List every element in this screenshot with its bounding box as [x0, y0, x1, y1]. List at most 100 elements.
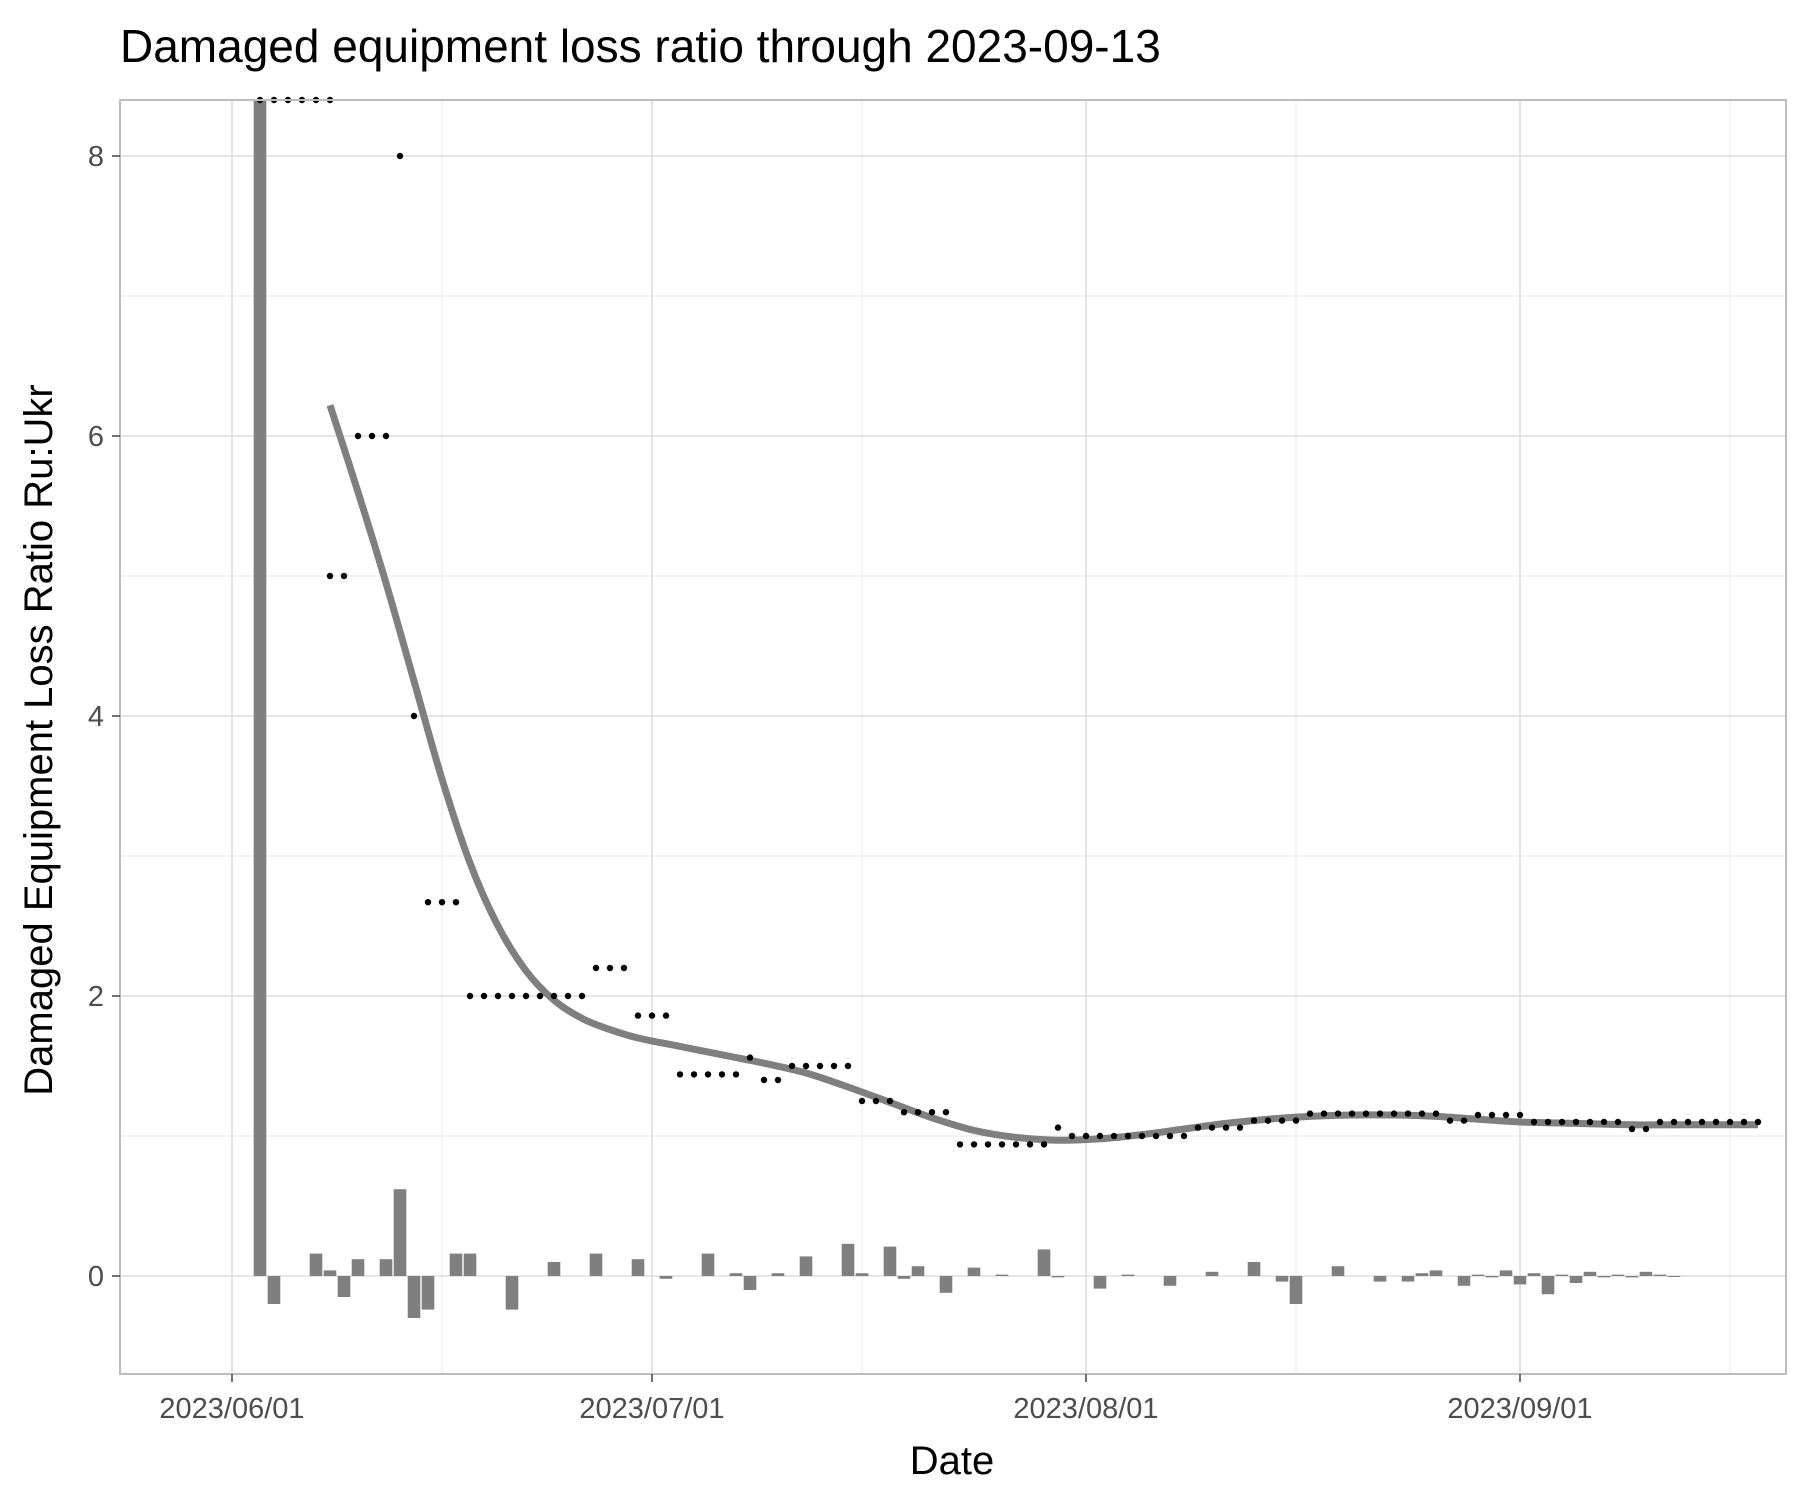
- ratio-point: [424, 899, 432, 906]
- difference-bar: [421, 1276, 435, 1310]
- x-axis-title: Date: [910, 1439, 995, 1483]
- difference-bar: [939, 1276, 953, 1293]
- ratio-point: [564, 992, 572, 1000]
- ratio-point: [802, 1062, 810, 1070]
- ratio-point: [970, 1141, 978, 1148]
- y-axis: 0 2 4 6 8: [88, 141, 120, 1293]
- difference-bar: [1429, 1270, 1443, 1276]
- ratio-point: [480, 992, 488, 1000]
- difference-bar: [449, 1253, 463, 1276]
- ratio-point: [1054, 1124, 1062, 1131]
- ratio-point: [1544, 1118, 1552, 1126]
- ratio-point: [1250, 1117, 1258, 1124]
- ratio-point: [956, 1141, 964, 1148]
- ratio-point: [1026, 1141, 1034, 1148]
- ratio-point: [984, 1141, 992, 1148]
- difference-bar: [771, 1273, 785, 1276]
- ratio-point: [1138, 1132, 1146, 1140]
- ratio-point: [1320, 1110, 1328, 1117]
- difference-bar: [267, 1276, 281, 1304]
- ratio-point: [1208, 1124, 1216, 1131]
- difference-bar: [659, 1276, 673, 1279]
- ratio-point: [1586, 1118, 1594, 1126]
- ratio-point: [508, 992, 516, 1000]
- ratio-point: [830, 1062, 838, 1070]
- ratio-point: [1278, 1117, 1286, 1124]
- difference-bar: [505, 1276, 519, 1310]
- ratio-point: [1404, 1110, 1412, 1117]
- difference-bar: [911, 1266, 925, 1276]
- difference-bar: [547, 1262, 561, 1276]
- ratio-point: [354, 432, 362, 440]
- difference-bar: [253, 100, 267, 1276]
- ratio-point: [774, 1076, 782, 1084]
- ratio-point: [1390, 1110, 1398, 1117]
- ratio-point: [340, 572, 348, 580]
- difference-bar: [841, 1243, 855, 1276]
- ratio-point: [1698, 1118, 1706, 1126]
- ratio-point: [690, 1071, 698, 1078]
- ratio-point: [1376, 1110, 1384, 1117]
- ratio-point: [886, 1097, 894, 1105]
- y-axis-title: Damaged Equipment Loss Ratio Ru:Ukr: [17, 384, 61, 1095]
- ratio-point: [998, 1141, 1006, 1148]
- difference-bar: [337, 1276, 351, 1297]
- ratio-point: [1516, 1111, 1524, 1119]
- ratio-point: [522, 992, 530, 1000]
- ratio-point: [1068, 1132, 1076, 1140]
- ratio-point: [1166, 1132, 1174, 1140]
- difference-bar: [1569, 1276, 1583, 1283]
- ratio-point: [1572, 1118, 1580, 1126]
- ratio-point: [452, 899, 460, 906]
- ratio-point: [1474, 1111, 1482, 1119]
- ratio-point: [1726, 1118, 1734, 1126]
- difference-bar: [1415, 1273, 1429, 1276]
- difference-bar: [1513, 1276, 1527, 1285]
- plot-panel-border: [119, 99, 1787, 1375]
- difference-bar: [1499, 1270, 1513, 1276]
- y-tick-label: 8: [88, 141, 104, 173]
- difference-bar: [967, 1267, 981, 1276]
- x-axis: 2023/06/01 2023/07/01 2023/08/01 2023/09/01: [159, 1374, 1593, 1425]
- difference-bar: [1401, 1276, 1415, 1282]
- ratio-point: [1628, 1125, 1636, 1133]
- x-tick-label: 2023/07/01: [579, 1393, 724, 1425]
- ratio-point: [592, 964, 600, 972]
- ratio-point: [648, 1012, 656, 1019]
- ratio-point: [858, 1097, 866, 1105]
- difference-bar: [407, 1276, 421, 1318]
- ratio-points: [256, 96, 1762, 1148]
- ratio-point: [1740, 1118, 1748, 1126]
- ratio-point: [1110, 1132, 1118, 1140]
- difference-bar: [1555, 1274, 1569, 1276]
- ratio-point: [844, 1062, 852, 1070]
- ratio-point: [396, 152, 404, 160]
- difference-bar: [799, 1256, 813, 1276]
- difference-bar: [1527, 1273, 1541, 1276]
- difference-bar: [1667, 1276, 1681, 1277]
- difference-bar: [1247, 1262, 1261, 1276]
- ratio-point: [1642, 1125, 1650, 1133]
- ratio-point: [1446, 1117, 1454, 1124]
- y-tick-label: 0: [88, 1261, 104, 1293]
- difference-bar: [701, 1253, 715, 1276]
- ratio-point: [1152, 1132, 1160, 1140]
- ratio-point: [620, 964, 628, 972]
- ratio-point: [788, 1062, 796, 1070]
- ratio-point: [382, 432, 390, 440]
- ratio-point: [1670, 1118, 1678, 1126]
- x-tick-label: 2023/06/01: [159, 1393, 304, 1425]
- difference-bar: [323, 1270, 337, 1276]
- ratio-point: [438, 899, 446, 906]
- difference-bar: [379, 1259, 393, 1276]
- x-tick-label: 2023/09/01: [1447, 1393, 1592, 1425]
- difference-bar: [855, 1273, 869, 1276]
- ratio-point: [1334, 1110, 1342, 1117]
- ratio-point: [410, 712, 418, 720]
- difference-bar: [1275, 1276, 1289, 1282]
- ratio-point: [466, 992, 474, 1000]
- ratio-point: [1712, 1118, 1720, 1126]
- ratio-point: [1684, 1118, 1692, 1126]
